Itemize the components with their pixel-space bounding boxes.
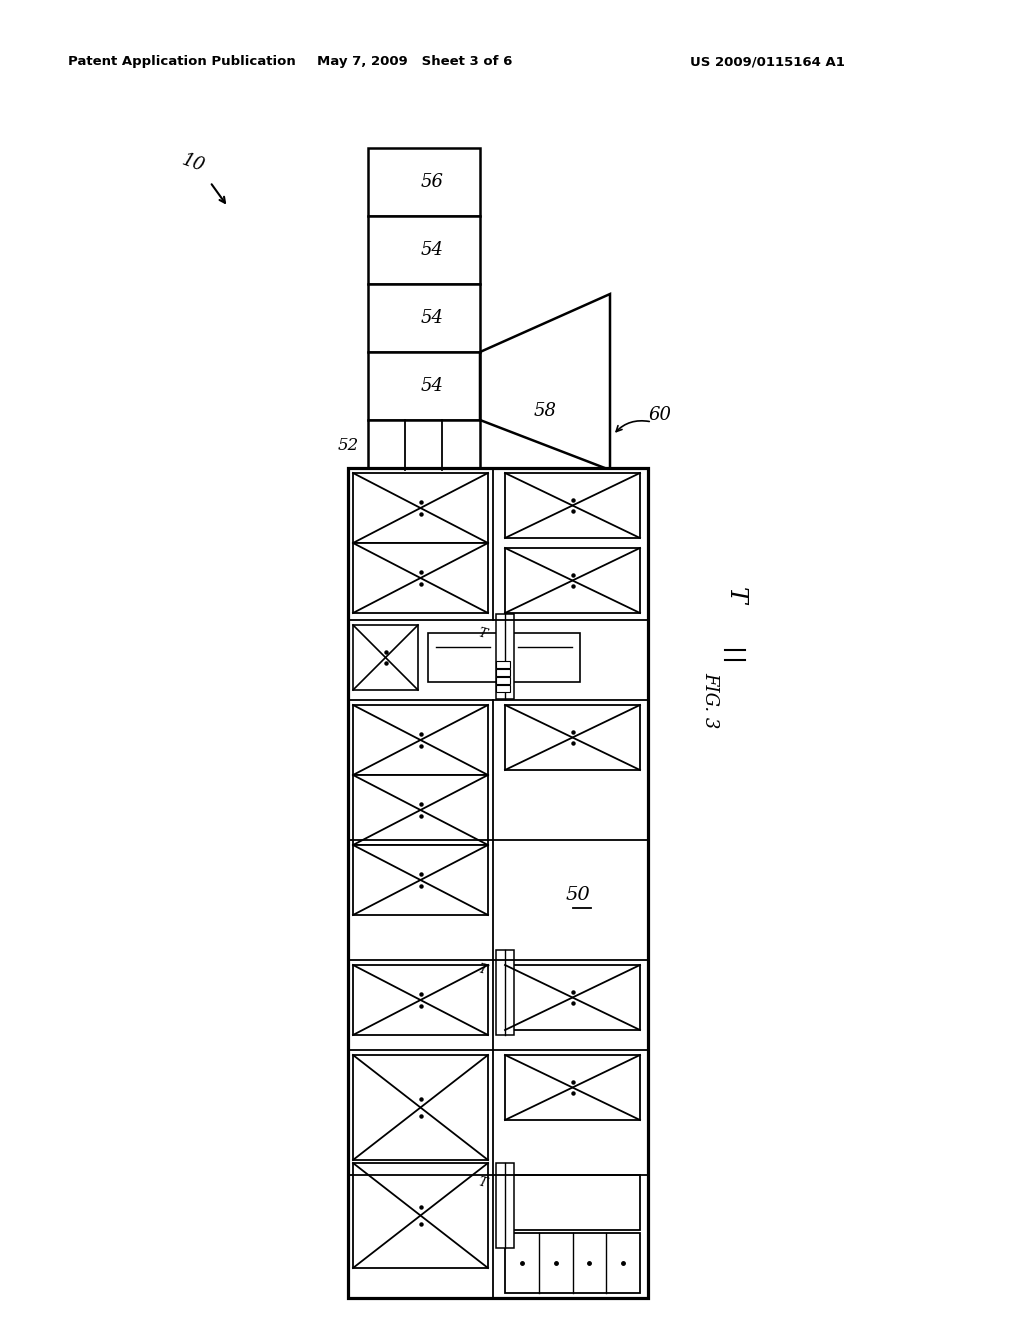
Bar — [353, 1163, 488, 1269]
Text: T: T — [476, 627, 487, 642]
Text: T: T — [476, 962, 487, 977]
Bar — [353, 624, 418, 690]
Text: 58: 58 — [534, 403, 556, 420]
Bar — [505, 548, 640, 612]
Bar — [368, 284, 480, 352]
Text: 10: 10 — [179, 150, 207, 176]
Text: May 7, 2009   Sheet 3 of 6: May 7, 2009 Sheet 3 of 6 — [317, 55, 513, 69]
Bar — [353, 965, 488, 1035]
Bar — [505, 473, 640, 539]
Bar — [505, 1175, 640, 1230]
Bar — [353, 543, 488, 612]
Text: 54: 54 — [421, 378, 443, 395]
Bar — [353, 705, 488, 775]
Text: US 2009/0115164 A1: US 2009/0115164 A1 — [690, 55, 845, 69]
Text: T: T — [724, 586, 746, 603]
Bar — [496, 1163, 514, 1247]
Text: 54: 54 — [421, 309, 443, 327]
Bar — [510, 634, 580, 682]
Bar — [353, 1055, 488, 1160]
Bar — [496, 677, 510, 684]
Bar — [368, 148, 480, 216]
Text: 56: 56 — [421, 173, 443, 191]
Bar — [368, 216, 480, 284]
Bar — [496, 685, 510, 692]
Bar — [353, 473, 488, 543]
Bar — [368, 420, 480, 470]
Text: T: T — [476, 1176, 487, 1191]
Text: 50: 50 — [565, 886, 590, 904]
Bar — [348, 469, 648, 1298]
Text: 54: 54 — [421, 242, 443, 259]
Text: FIG. 3: FIG. 3 — [701, 672, 719, 729]
Bar — [505, 1055, 640, 1119]
Bar — [428, 634, 498, 682]
Bar — [505, 965, 640, 1030]
Bar — [496, 669, 510, 676]
Text: 60: 60 — [648, 407, 672, 424]
Bar — [496, 661, 510, 668]
Bar — [505, 1233, 640, 1294]
Bar — [496, 614, 514, 700]
Bar — [353, 845, 488, 915]
Text: 52: 52 — [337, 437, 358, 454]
Bar — [353, 775, 488, 845]
Bar — [505, 705, 640, 770]
Bar — [368, 352, 480, 420]
Bar — [496, 950, 514, 1035]
Text: Patent Application Publication: Patent Application Publication — [68, 55, 296, 69]
